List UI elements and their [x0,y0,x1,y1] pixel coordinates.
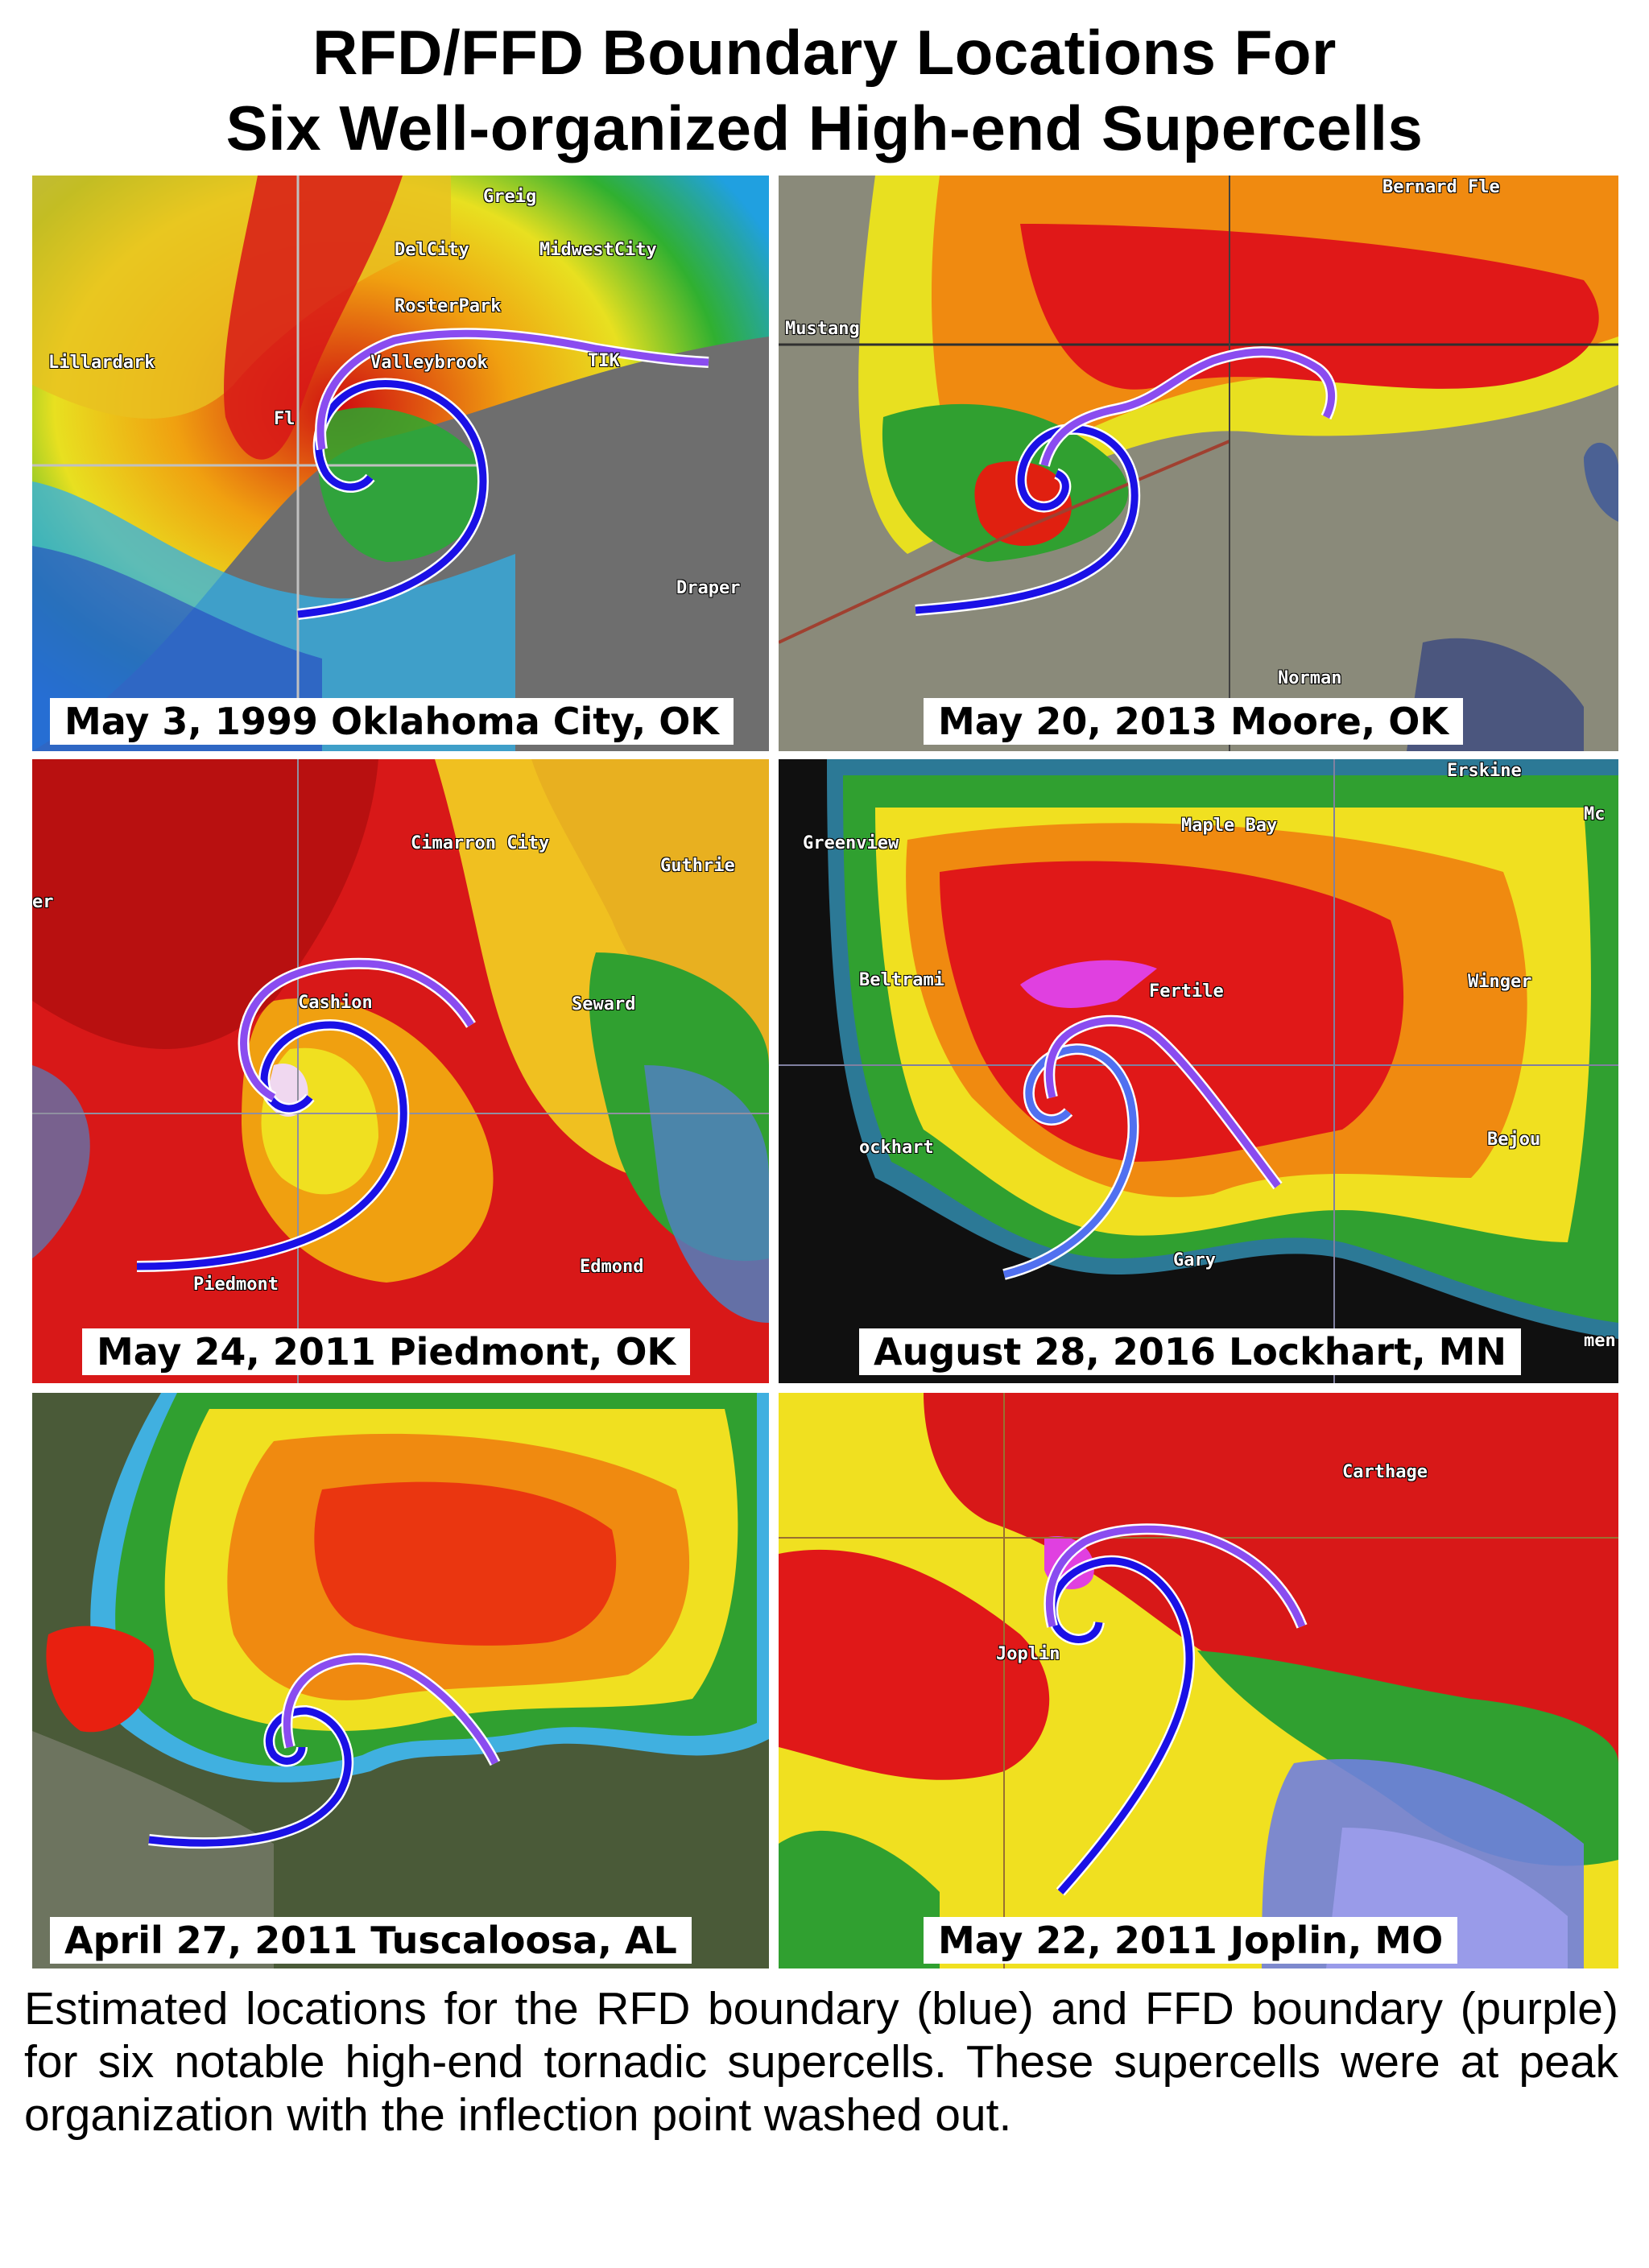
place-label: Valleybrook [370,353,488,373]
place-label: Draper [676,578,741,598]
place-label: Gary [1173,1250,1216,1270]
place-label: Lillardark [48,353,155,373]
radar-image [779,176,1618,751]
radar-panel-oklahoma-city: Greig DelCity MidwestCity RosterPark Val… [32,176,769,751]
radar-image [779,1393,1618,1968]
ffd-boundary-line [1045,1525,1306,1628]
place-label: Seward [572,994,636,1014]
ffd-boundary-line [316,329,709,450]
place-label: Mc [1584,804,1606,824]
rfd-boundary-line [915,425,1139,614]
place-label: Norman [1278,668,1342,688]
place-label: Erskine [1447,761,1522,781]
figure-title-line-2: Six Well-organized High-end Supercells [225,93,1424,163]
place-label: MidwestCity [539,240,657,260]
place-label: Bejou [1487,1130,1541,1150]
radar-panel-piedmont: Cimarron City Guthrie Cashion Seward Edm… [32,759,769,1383]
place-label: ockhart [859,1138,934,1158]
panel-date-location-label: May 20, 2013 Moore, OK [924,698,1464,745]
place-label: Fl [274,409,295,429]
place-label: Carthage [1342,1462,1428,1482]
rfd-boundary-line [1002,1045,1137,1279]
radar-image [32,1393,769,1968]
place-label: DelCity [395,240,469,260]
radar-image [32,759,769,1383]
panel-date-location-label: April 27, 2011 Tuscaloosa, AL [50,1917,692,1964]
place-label: er [32,892,54,912]
radar-panel-moore: Mustang Norman Bernard Fle May 20, 2013 … [779,176,1618,751]
figure-caption: Estimated locations for the RFD boundary… [24,1983,1618,2141]
radar-panel-tuscaloosa: April 27, 2011 Tuscaloosa, AL [32,1393,769,1968]
place-label: Fertile [1149,981,1224,1002]
place-label: TIK [588,351,620,371]
place-label: Edmond [580,1257,644,1277]
place-label: Beltrami [859,970,944,990]
rfd-boundary-line [148,1707,352,1847]
place-label: Greenview [803,833,899,853]
radar-panel-lockhart: Erskine Mc Greenview Maple Bay Beltrami … [779,759,1618,1383]
place-label: Piedmont [193,1274,279,1295]
panel-date-location-label: May 3, 1999 Oklahoma City, OK [50,698,734,745]
panel-date-location-label: May 22, 2011 Joplin, MO [924,1917,1458,1964]
ffd-boundary-line [1040,348,1336,467]
radar-panel-joplin: Carthage Joplin May 22, 2011 Joplin, MO [779,1393,1618,1968]
radar-image [32,176,769,751]
place-label: Bernard Fle [1382,177,1500,197]
ffd-boundary-line [240,960,474,1101]
place-label: Cimarron City [411,833,550,853]
place-label: Guthrie [660,856,735,876]
rfd-boundary-line [297,380,487,618]
place-label: Cashion [298,993,373,1013]
place-label: Winger [1468,972,1532,992]
place-label: Mustang [785,319,860,339]
place-label: RosterPark [395,296,502,316]
radar-image [779,759,1618,1383]
rfd-boundary-line [1048,1557,1193,1894]
ffd-boundary-line [283,1655,499,1766]
place-label: Joplin [996,1644,1060,1664]
place-label: men [1584,1331,1616,1351]
ffd-boundary-line [1045,1017,1281,1188]
figure-title-line-1: RFD/FFD Boundary Locations For [312,17,1337,88]
place-label: Greig [483,187,537,207]
place-label: Maple Bay [1181,816,1278,836]
panel-date-location-label: August 28, 2016 Lockhart, MN [859,1328,1521,1375]
panel-date-location-label: May 24, 2011 Piedmont, OK [82,1328,691,1375]
